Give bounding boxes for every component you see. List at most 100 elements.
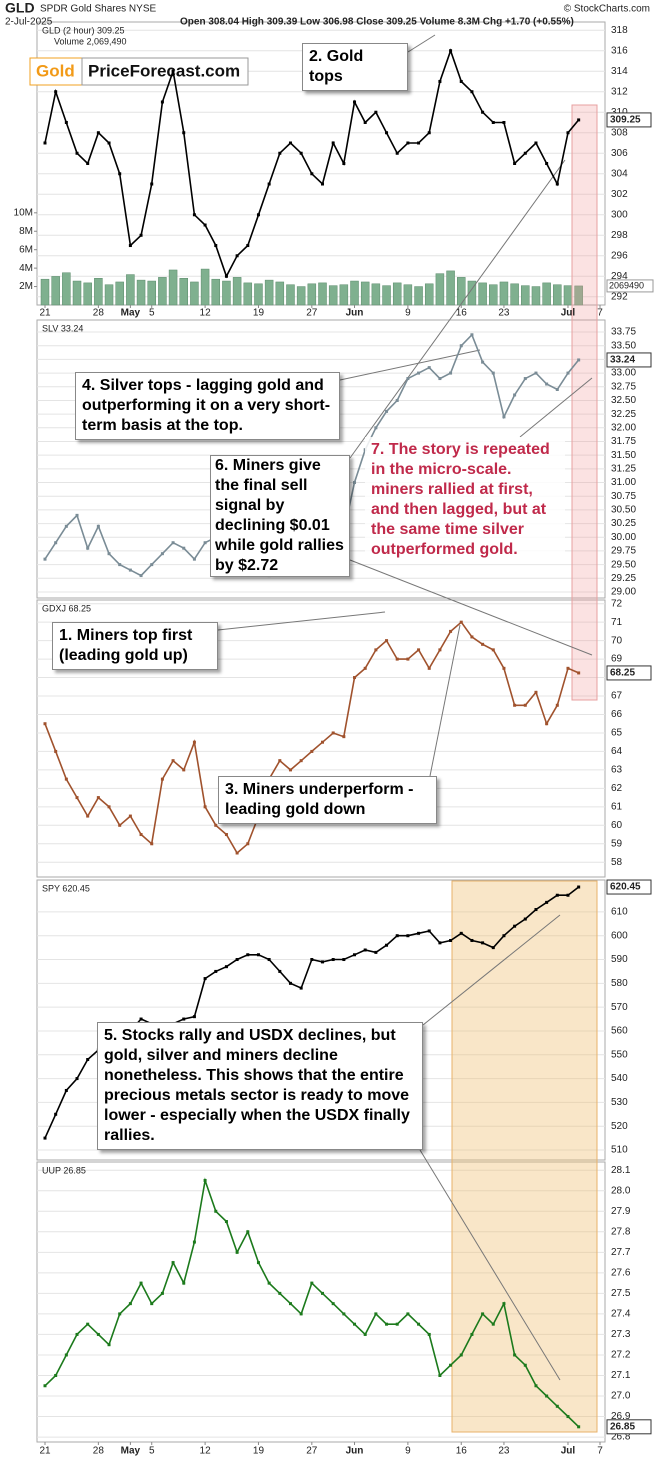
last-value: 26.85 [610, 1421, 635, 1432]
price-point [385, 639, 389, 643]
price-point [545, 1394, 549, 1398]
y-tick-label: 28.0 [611, 1185, 631, 1196]
price-point [395, 151, 399, 155]
price-point [267, 182, 271, 186]
price-point [171, 1261, 175, 1265]
price-point [150, 182, 154, 186]
y-tick-label: 71 [611, 617, 623, 628]
price-point [459, 344, 463, 348]
price-point [406, 657, 410, 661]
y-tick-label: 32.75 [611, 381, 636, 392]
price-point [299, 151, 303, 155]
price-point [192, 213, 196, 217]
y-tick-label: 530 [611, 1097, 628, 1108]
last-value: 68.25 [610, 668, 635, 679]
volume-bar [328, 285, 338, 306]
price-point [438, 1373, 442, 1377]
y-tick-label: 560 [611, 1026, 628, 1037]
price-point [86, 1322, 90, 1326]
y2-tick-label: 10M [14, 207, 33, 218]
y-tick-label: 510 [611, 1145, 628, 1156]
legend-entry: UUP 26.85 [42, 1165, 86, 1175]
price-point [107, 552, 111, 556]
x-tick-label: Jul [561, 1446, 576, 1457]
price-point [278, 151, 282, 155]
price-point [278, 759, 282, 763]
logo-gold: Gold [36, 61, 75, 80]
y-tick-label: 308 [611, 127, 628, 138]
x-tick-label: May [121, 308, 141, 319]
price-point [481, 360, 485, 364]
price-point [246, 1230, 250, 1234]
price-point [139, 1281, 143, 1285]
volume-bar [296, 286, 306, 306]
price-point [43, 1384, 47, 1388]
price-point [566, 893, 570, 897]
price-point [192, 1240, 196, 1244]
volume-bar [72, 280, 82, 306]
price-point [310, 749, 314, 753]
panel-frame [36, 319, 606, 599]
volume-bar [168, 269, 178, 306]
x-tick-label: Jul [561, 308, 576, 319]
y-tick-label: 59 [611, 838, 623, 849]
price-point [310, 172, 314, 176]
price-point [96, 131, 100, 135]
y-tick-label: 300 [611, 209, 628, 220]
y-tick-label: 31.00 [611, 477, 636, 488]
price-point [545, 382, 549, 386]
price-point [171, 541, 175, 545]
price-point [427, 131, 431, 135]
price-point [107, 805, 111, 809]
price-point [256, 1261, 260, 1265]
price-point [502, 934, 506, 938]
price-point [555, 893, 559, 897]
annotation: 2. Gold tops [302, 43, 408, 91]
price-point [224, 274, 228, 278]
price-point [449, 49, 453, 53]
price-point [139, 574, 143, 578]
security-name: SPDR Gold Shares NYSE [40, 4, 156, 15]
price-point [523, 377, 527, 381]
price-point [107, 1343, 111, 1347]
price-point [203, 805, 207, 809]
price-point [331, 731, 335, 735]
volume-bar [307, 283, 317, 306]
price-point [86, 814, 90, 818]
volume-bar [275, 281, 285, 306]
volume-bar [467, 280, 477, 306]
y-tick-label: 64 [611, 746, 623, 757]
volume-bar [521, 285, 530, 306]
volume-bar [542, 282, 551, 306]
y-tick-label: 30.75 [611, 491, 636, 502]
y-tick-label: 27.9 [611, 1206, 631, 1217]
price-point [577, 358, 581, 362]
price-point [299, 1312, 303, 1316]
price-point [139, 1017, 143, 1021]
price-point [523, 703, 527, 707]
price-point [267, 1281, 271, 1285]
volume-bar [531, 286, 541, 306]
legend-entry: SLV 33.24 [42, 323, 83, 333]
price-point [523, 1363, 527, 1367]
highlight-red [571, 104, 598, 701]
y-tick-label: 316 [611, 45, 628, 56]
x-tick-label: 21 [39, 308, 51, 319]
price-point [182, 1017, 186, 1021]
y-tick-label: 540 [611, 1073, 628, 1084]
price-point [427, 929, 431, 933]
price-point [395, 657, 399, 661]
price-point [321, 1291, 324, 1295]
volume-bar [200, 268, 210, 306]
price-point [449, 371, 453, 375]
price-point [160, 100, 164, 104]
volume-bar [392, 282, 402, 306]
y-tick-label: 298 [611, 230, 628, 241]
price-point [331, 958, 335, 962]
price-point [43, 722, 47, 726]
x-tick-label: 5 [149, 308, 155, 319]
price-point [470, 938, 474, 942]
volume-bar [83, 282, 92, 306]
x-tick-label: 19 [253, 1446, 265, 1457]
last-tag [606, 879, 652, 895]
